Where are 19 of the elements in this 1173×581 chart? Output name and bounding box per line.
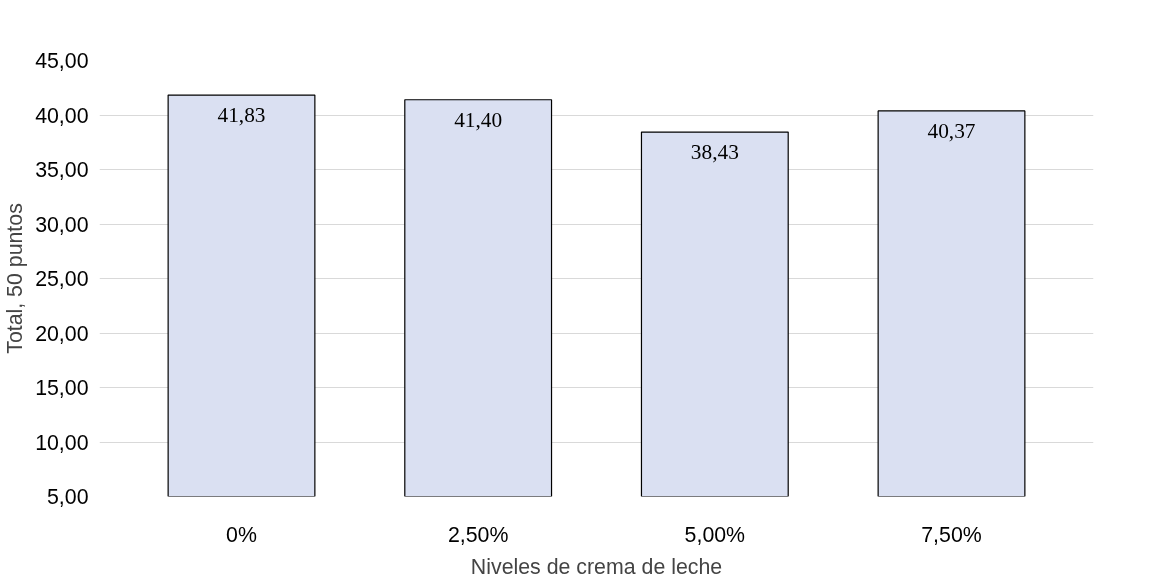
data-label: 41,83	[217, 103, 266, 128]
y-tick-label: 40,00	[35, 103, 89, 128]
y-tick-label: 30,00	[35, 212, 89, 237]
data-label: 40,37	[927, 119, 976, 144]
y-axis-title: Total, 50 puntos	[3, 203, 28, 354]
x-axis-title: Niveles de crema de leche	[470, 554, 723, 579]
x-tick-label: 5,00%	[684, 522, 746, 547]
data-label: 41,40	[454, 107, 503, 132]
x-tick-label: 0%	[226, 522, 257, 547]
y-tick-label: 15,00	[35, 376, 89, 400]
data-label: 38,43	[690, 140, 739, 165]
x-tick-label: 7,50%	[921, 522, 982, 547]
y-tick-label: 10,00	[35, 430, 89, 455]
y-tick-label: 20,00	[35, 321, 89, 346]
y-tick-label: 5,00	[46, 485, 89, 509]
y-tick-label: 35,00	[35, 158, 89, 182]
y-tick-label: 45,00	[35, 49, 89, 73]
x-tick-label: 2,50%	[447, 522, 509, 547]
y-tick-label: 25,00	[35, 267, 89, 291]
